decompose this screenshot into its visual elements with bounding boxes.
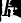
FancyBboxPatch shape — [6, 11, 7, 12]
Text: N52.E6 lysate
pSTK146 UBE21: N52.E6 lysate pSTK146 UBE21 — [12, 0, 21, 23]
Text: E1A: E1A — [17, 0, 21, 6]
FancyBboxPatch shape — [8, 13, 9, 14]
Text: Fig. 3: Fig. 3 — [1, 0, 21, 20]
FancyBboxPatch shape — [10, 12, 11, 13]
Text: pBSKII E1B
pSTK146 UBE21: pBSKII E1B pSTK146 UBE21 — [10, 0, 21, 23]
Text: kDa: kDa — [0, 0, 3, 9]
Text: 50: 50 — [0, 0, 3, 12]
FancyBboxPatch shape — [6, 14, 7, 15]
Text: kDa: kDa — [0, 1, 3, 16]
Text: E1B 37K: E1B 37K — [18, 0, 21, 14]
FancyBboxPatch shape — [6, 13, 7, 14]
FancyBboxPatch shape — [6, 6, 7, 7]
Text: 25: 25 — [0, 2, 3, 16]
Text: E1B 55K: E1B 55K — [17, 0, 21, 11]
Text: mock: mock — [5, 0, 21, 23]
FancyBboxPatch shape — [10, 10, 11, 12]
FancyBboxPatch shape — [11, 6, 12, 7]
Text: 25: 25 — [0, 10, 3, 23]
FancyBboxPatch shape — [10, 15, 11, 16]
Text: 75: 75 — [0, 4, 3, 18]
FancyBboxPatch shape — [8, 14, 9, 15]
Text: 75: 75 — [0, 0, 3, 11]
Text: 37: 37 — [0, 7, 3, 22]
Text: pBSKII E1B: pBSKII E1B — [8, 0, 21, 23]
FancyBboxPatch shape — [10, 14, 11, 15]
Text: pSTK146: pSTK146 — [7, 0, 21, 23]
Text: 50: 50 — [0, 6, 3, 20]
Text: 37: 37 — [0, 0, 3, 14]
